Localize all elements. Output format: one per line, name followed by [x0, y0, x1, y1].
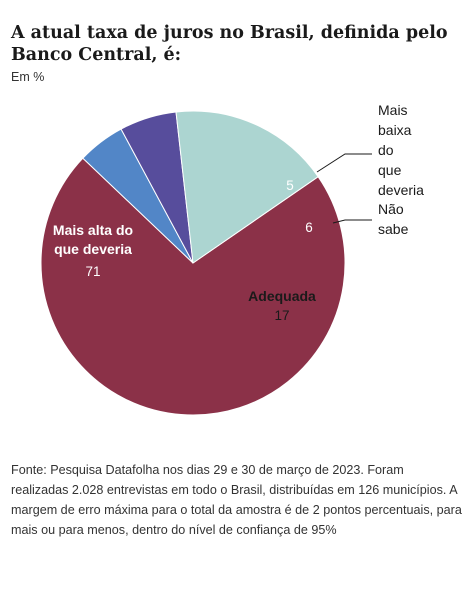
slice-value-mais-baixa: 5: [286, 178, 294, 193]
slice-value-adequada: 17: [274, 308, 289, 323]
slice-label-mais-baixa: Mais: [378, 102, 408, 118]
leader-line-nao-sabe: [332, 219, 372, 224]
slice-label-adequada: Adequada: [248, 288, 316, 304]
slice-label-mais-baixa: do: [378, 142, 394, 158]
unit-label: Em %: [11, 70, 45, 84]
slice-label-mais-alta: Mais alta do: [53, 222, 133, 238]
slice-label-mais-baixa: baixa: [378, 122, 412, 138]
pie-chart: Mais alta do que deveria 71 5 Mais baixa do que…: [40, 102, 424, 416]
slice-label-mais-alta: que deveria: [54, 241, 132, 257]
slice-label-nao-sabe: Não: [378, 201, 404, 217]
slice-value-mais-alta: 71: [85, 264, 100, 279]
slice-value-nao-sabe: 6: [305, 220, 313, 235]
source-note: Fonte: Pesquisa Datafolha nos dias 29 e …: [11, 463, 462, 537]
pie-slice-adequada: [175, 110, 319, 264]
leader-line-mais-baixa: [316, 153, 372, 173]
slice-label-mais-baixa: deveria: [378, 182, 424, 198]
slice-label-mais-baixa: que: [378, 162, 402, 178]
pie-slice-mais-alta: [40, 157, 346, 416]
chart-title: A atual taxa de juros no Brasil, definid…: [11, 23, 448, 65]
slice-label-nao-sabe: sabe: [378, 221, 409, 237]
